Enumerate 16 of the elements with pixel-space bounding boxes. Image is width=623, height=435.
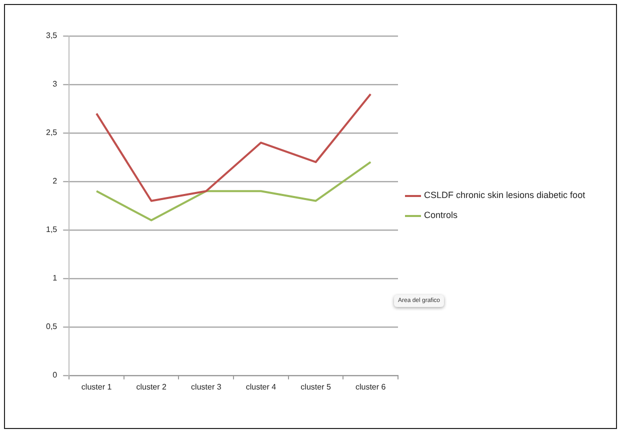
y-tick-label: 1 (52, 274, 58, 283)
x-tick-label: cluster 3 (191, 382, 222, 392)
y-tick-label: 0,5 (46, 322, 58, 332)
y-tick-label: 2 (52, 176, 58, 186)
x-tick-label: cluster 6 (355, 382, 386, 392)
y-tick-label: 1,5 (46, 225, 58, 234)
x-tick-label: cluster 1 (81, 382, 112, 392)
y-tick-label: 3,5 (46, 31, 58, 40)
y-tick-label: 0 (52, 370, 58, 380)
legend-label: Controls (424, 210, 458, 220)
x-tick-label: cluster 2 (136, 382, 168, 392)
x-tick-label: cluster 5 (300, 382, 332, 392)
y-tick-label: 3 (52, 80, 58, 89)
y-tick-label: 2,5 (46, 128, 58, 138)
legend-label: CSLDF chronic skin lesions diabetic foot (424, 190, 586, 200)
x-tick-label: cluster 4 (246, 382, 277, 392)
